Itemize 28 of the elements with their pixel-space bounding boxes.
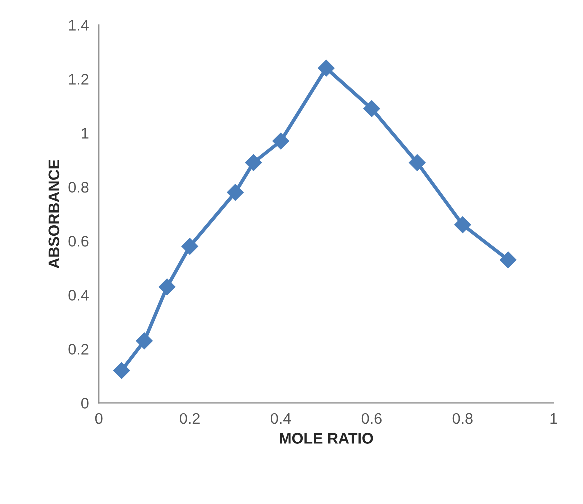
x-tick-label: 1 xyxy=(550,413,558,424)
point xyxy=(245,154,262,172)
y-tick-label: 0.6 xyxy=(68,236,89,247)
y-tick-label: 0.2 xyxy=(68,344,89,355)
point xyxy=(272,132,290,150)
point xyxy=(454,216,472,234)
point xyxy=(227,184,244,201)
y-tick-label: 0.4 xyxy=(68,290,89,301)
y-tick-label: 0 xyxy=(81,398,89,409)
x-tick-label: 0.6 xyxy=(362,413,382,424)
y-axis-title: ABSORBANCE xyxy=(48,160,60,269)
point xyxy=(158,278,176,296)
y-tick-label: 1.4 xyxy=(69,20,89,31)
point xyxy=(113,362,130,380)
y-tick-label: 1.2 xyxy=(69,74,89,85)
x-axis-title: MOLE RATIO xyxy=(280,433,374,444)
y-tick-label: 0.8 xyxy=(68,182,89,193)
point xyxy=(500,252,517,268)
x-tick-label: 0.8 xyxy=(452,413,473,424)
x-tick-label: 0.2 xyxy=(180,413,200,424)
point xyxy=(318,60,335,77)
x-tick-label: 0 xyxy=(95,413,103,424)
point xyxy=(409,154,426,172)
point xyxy=(364,100,380,118)
point xyxy=(182,238,198,255)
x-tick-label: 0.4 xyxy=(270,413,292,424)
y-tick-label: 1 xyxy=(82,128,89,139)
point xyxy=(136,332,153,350)
